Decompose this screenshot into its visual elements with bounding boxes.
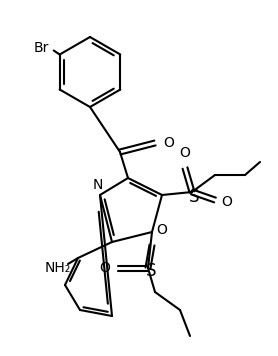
Text: O: O [156,223,167,237]
Text: O: O [163,136,174,150]
Text: O: O [99,261,110,275]
Text: O: O [180,146,190,160]
Text: S: S [146,262,156,280]
Text: Br: Br [34,41,49,54]
Text: NH₂: NH₂ [45,261,71,275]
Text: S: S [189,188,199,206]
Text: O: O [221,195,232,209]
Text: N: N [93,178,103,192]
